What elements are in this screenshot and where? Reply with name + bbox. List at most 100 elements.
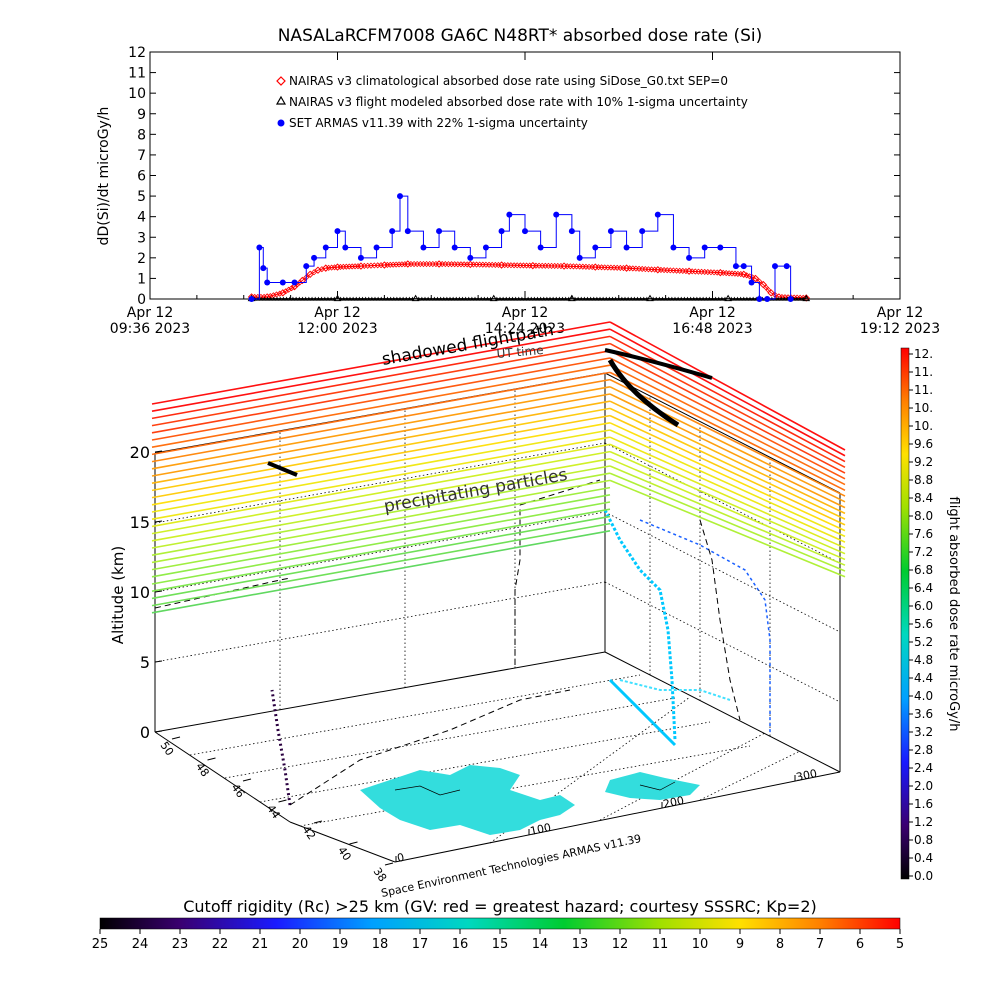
data-point [268,296,273,301]
data-point [498,228,505,235]
colorbar-tick-label: 24 [132,937,149,952]
colorbar-tick-label: 23 [172,937,189,952]
colorbar-tick-label: 6.0 [914,599,933,613]
x-tick-label: 09:36 2023 [110,321,190,337]
colorbar-tick-label: 4.4 [914,671,933,685]
data-point [724,294,733,302]
data-point [513,296,518,301]
z-axis: 0 5 10 15 20 [130,443,163,742]
shadow-line [609,479,846,578]
z-tick-label: 0 [140,723,150,742]
data-point [322,296,327,301]
colorbar-tick-label: 19 [332,937,349,952]
data-point [382,296,387,301]
legend-label: NAIRAS v3 flight modeled absorbed dose r… [289,95,748,109]
z-tick-label: 15 [130,513,150,532]
data-point [463,296,468,301]
x-tick-label: Apr 12 [502,305,548,321]
triangle-marker-icon [275,95,287,105]
data-point [557,296,562,301]
data-point [682,268,690,275]
colorbar-tick-label: 22 [212,937,229,952]
shadow-line [609,429,846,538]
y-tick-label: 10 [128,86,146,102]
data-point [623,296,627,301]
data-point [454,296,459,301]
shadow-line [609,393,846,509]
data-point [717,244,724,251]
colorbar-tick-label: 9.2 [914,455,933,469]
colorbar-tick-label: 8.4 [914,491,933,505]
shadow-line [151,400,611,484]
data-point [729,296,734,301]
colorbar-tick-label: 2.4 [914,761,933,775]
colorbar-tick-label: 11. [914,365,933,379]
shadow-line [609,335,846,463]
legend: NAIRAS v3 climatological absorbed dose r… [275,74,748,130]
shadow-line [609,328,846,457]
data-point [748,279,755,286]
shadow-line [609,350,846,474]
data-point [306,296,311,301]
shadowed-flightpath [151,321,846,614]
shadow-line [151,479,611,564]
data-point [669,296,674,301]
shadow-line [609,400,846,515]
data-point [723,296,727,301]
data-point [296,279,303,286]
shadow-line [151,443,611,528]
z-tick [154,590,163,593]
data-point [341,296,346,301]
data-point [363,296,368,301]
shadow-line [609,357,846,480]
colorbar-tick-label: 9.6 [914,437,933,451]
data-point [495,261,502,269]
data-point [441,296,446,301]
data-point [256,244,263,251]
flight-path-3d: 0 5 10 15 20 Altitude (km) 50 48 46 44 42 40 38 0 1… [109,320,846,900]
data-point [310,296,315,301]
colorbar-tick-label: 3.6 [914,707,933,721]
data-point [316,296,321,301]
data-point [379,296,384,301]
data-point [389,228,396,235]
lat-tick [207,757,216,761]
shadow-line [151,393,611,477]
colorbar-tick-label: 16 [452,937,469,952]
annotation-ut-time: UT time [496,343,544,361]
data-point [701,244,708,251]
shadow-line [151,335,611,420]
data-point [585,296,590,301]
lat-tick-label: 48 [193,760,212,779]
data-point [291,279,298,286]
flight-path [154,479,771,806]
colorbar-bottom-ticks: 25 24 23 22 21 20 19 18 17 16 15 14 13 12 11 10 9 8 7 6 5 [92,929,904,952]
data-point [591,296,596,301]
data-point [373,296,377,301]
colorbar-tick-label: 10. [914,401,933,415]
shadow-line [151,386,611,470]
z-tick [154,520,163,523]
data-point [610,296,615,301]
colorbar-tick-label: 12 [612,937,629,952]
colorbar-tick-label: 8.0 [914,509,933,523]
data-point [526,262,533,269]
data-point [548,296,552,301]
lon-tick-label: 300 [795,767,818,784]
data-point [271,296,276,301]
data-point [342,244,349,251]
data-point [802,294,811,302]
y-tick-label: 4 [137,210,146,226]
shadow-line [151,450,611,535]
data-point [567,294,576,302]
data-point [716,296,721,301]
data-point [701,296,706,301]
data-point [560,296,565,301]
x-tick-label: Apr 12 [127,305,173,321]
z-tick [154,730,163,733]
data-point [573,296,577,301]
shadow-line [151,515,611,600]
data-point [544,296,549,301]
colorbar-tick-label: 11. [914,383,933,397]
